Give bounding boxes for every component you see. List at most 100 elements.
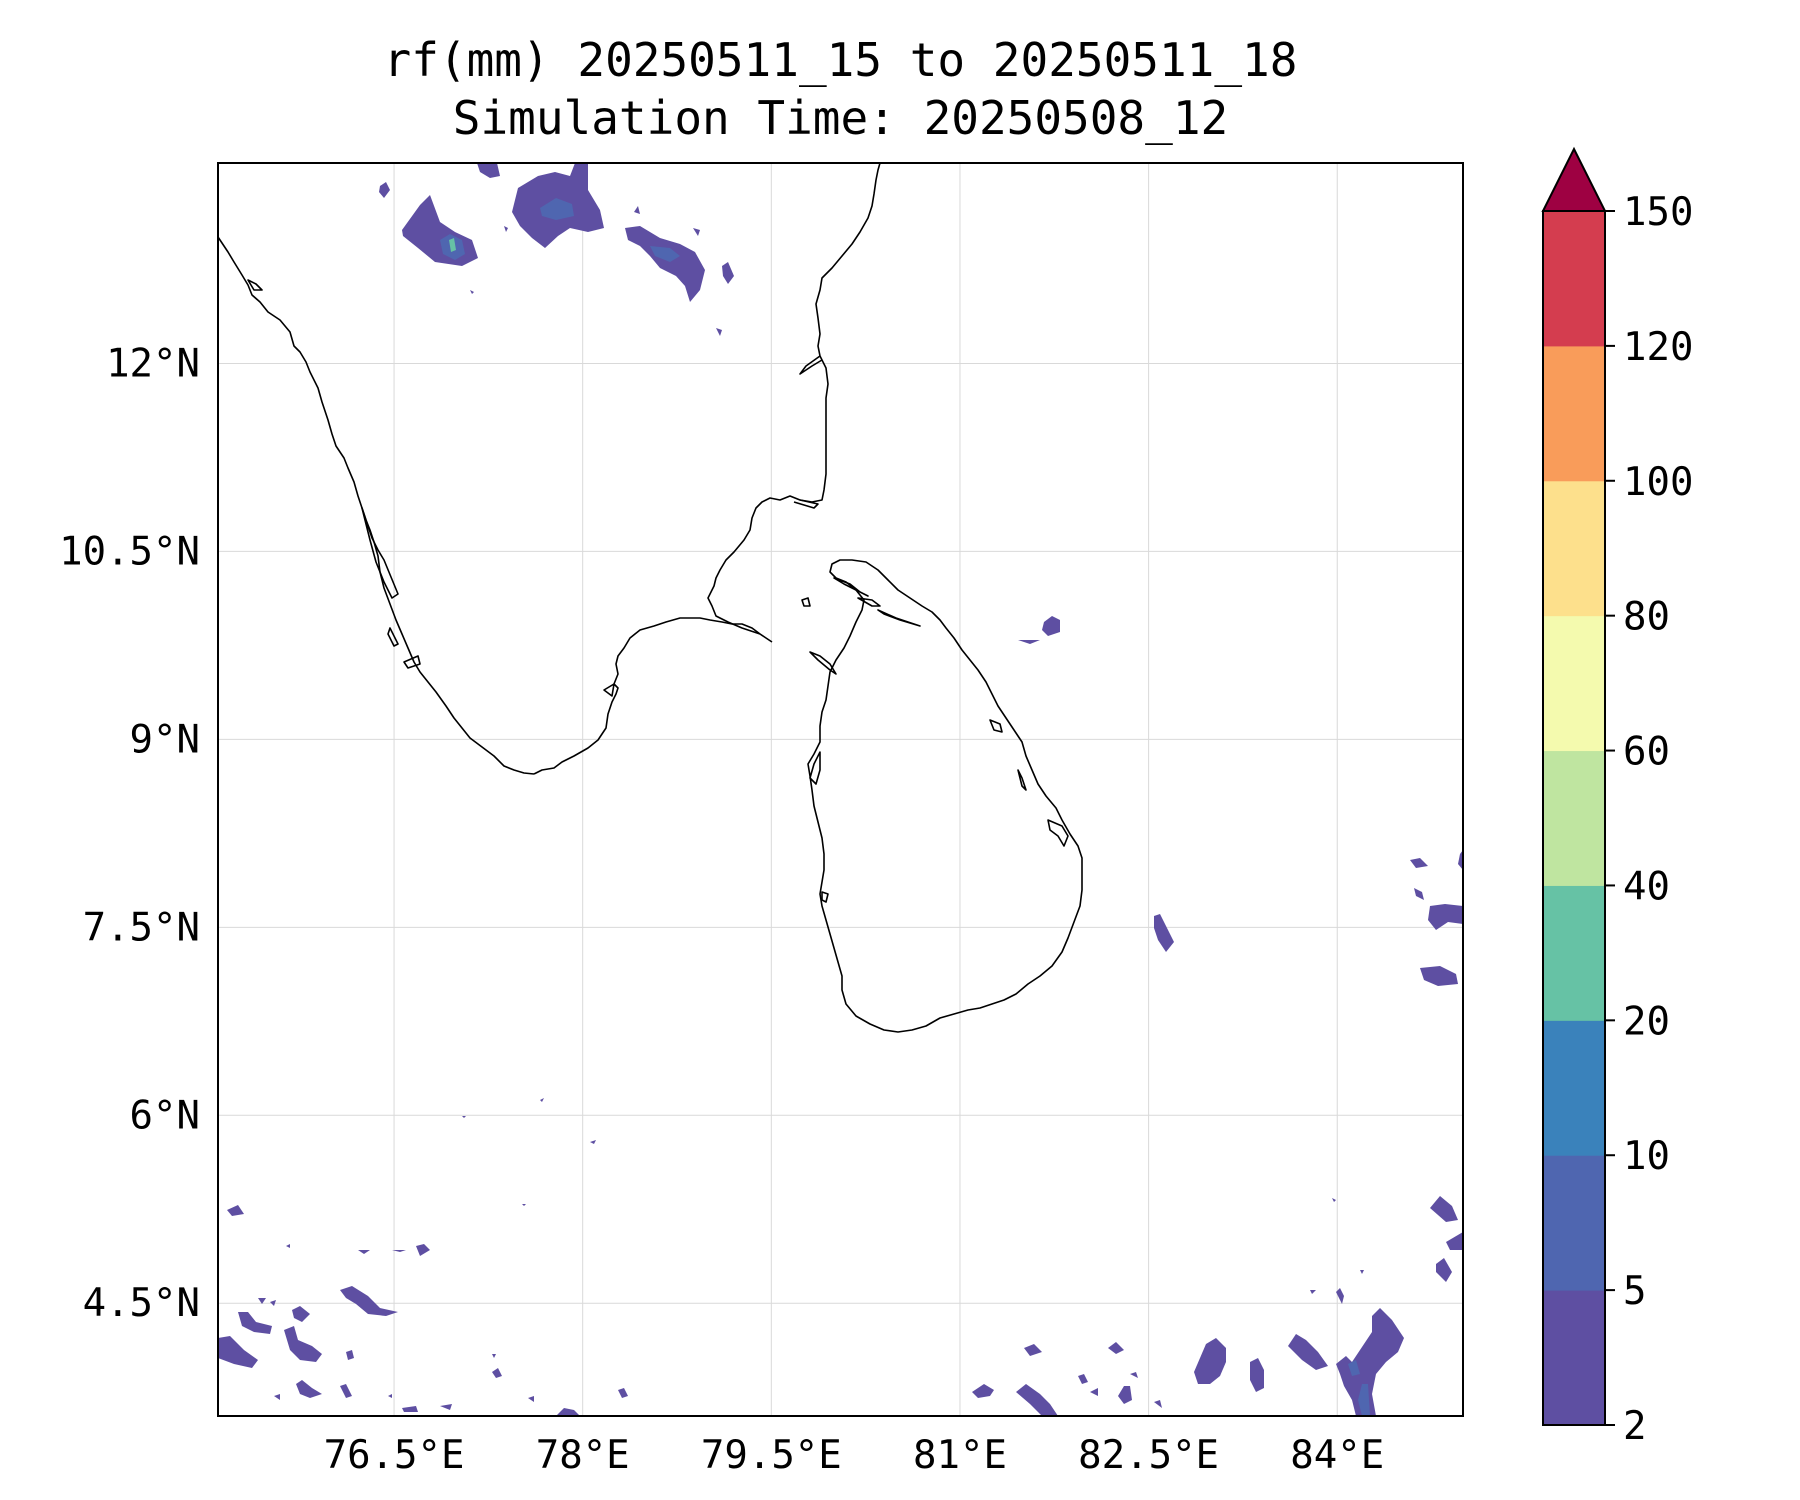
rain-patch: [1194, 1338, 1226, 1384]
rain-patch: [296, 1380, 322, 1398]
rain-patch: [1348, 1360, 1360, 1376]
rain-patch: [1042, 616, 1060, 636]
rain-patch: [540, 198, 574, 220]
rain-patch: [1436, 1258, 1452, 1282]
rain-patch: [1154, 1400, 1162, 1408]
rain-patch: [522, 1204, 526, 1206]
rain-patch: [402, 195, 478, 266]
rain-patch: [618, 1388, 628, 1398]
lon-tick-label: 84°E: [1290, 1433, 1384, 1478]
colorbar-segment: [1543, 615, 1605, 752]
map-title: rf(mm) 20250511_15 to 20250511_18: [383, 33, 1298, 87]
rain-patch: [1154, 914, 1174, 952]
colorbar-tick-label: 20: [1623, 999, 1670, 1044]
rain-patch: [449, 238, 456, 252]
rain-patch: [504, 226, 508, 232]
rain-patch: [540, 1098, 544, 1102]
rain-patch: [292, 1306, 310, 1322]
rain-patch: [1410, 858, 1428, 868]
lat-axis-labels: 12°N 10.5°N 9°N 7.5°N 6°N 4.5°N: [59, 341, 200, 1326]
colorbar-tick-label: 40: [1623, 864, 1670, 909]
colorbar-segment: [1543, 885, 1605, 1021]
lon-tick-label: 82.5°E: [1078, 1433, 1219, 1478]
coast-detail: [603, 683, 615, 697]
rain-patch: [462, 1116, 466, 1118]
colorbar-segment: [1543, 750, 1605, 886]
rain-patch: [1018, 640, 1040, 644]
rain-patch: [440, 1404, 452, 1410]
rain-patch: [528, 1396, 534, 1402]
colorbar-segment: [1543, 345, 1605, 482]
rain-patch: [1118, 1386, 1132, 1404]
rain-patch: [1414, 888, 1424, 900]
rain-patch: [284, 1326, 322, 1362]
colorbar-tick-label: 2: [1623, 1404, 1646, 1449]
rain-patch: [1420, 966, 1458, 986]
rainfall-shading: [218, 163, 1463, 1416]
rain-patch: [340, 1384, 352, 1398]
rain-patch: [1250, 1358, 1264, 1392]
rain-patch: [590, 1140, 596, 1144]
coast-detail: [801, 597, 811, 607]
rain-patch: [1360, 1270, 1364, 1274]
coast-detail: [1017, 769, 1027, 791]
lat-tick-label: 4.5°N: [83, 1281, 200, 1326]
rain-patch: [258, 1298, 266, 1304]
coast-detail: [799, 355, 823, 375]
lat-tick-label: 9°N: [130, 717, 200, 762]
coast-detail: [809, 751, 821, 785]
rain-patch: [470, 290, 474, 294]
rain-patch: [492, 1368, 502, 1378]
rain-patch: [1288, 1334, 1328, 1370]
map-subtitle: Simulation Time: 20250508_12: [452, 91, 1229, 145]
rain-patch: [1458, 850, 1463, 870]
rain-patch: [402, 1406, 418, 1412]
lat-tick-label: 10.5°N: [59, 529, 200, 574]
coast-detail: [809, 651, 837, 675]
rain-patch: [492, 1354, 496, 1358]
lat-tick-label: 12°N: [106, 341, 200, 386]
coastline: [218, 163, 1083, 1033]
coast-detail: [387, 627, 399, 647]
lat-tick-label: 6°N: [130, 1093, 200, 1138]
colorbar-segment: [1543, 1020, 1605, 1156]
colorbar-tick-label: 150: [1623, 190, 1693, 235]
rain-patch: [1078, 1374, 1088, 1384]
rain-patch: [556, 1408, 580, 1416]
rain-patch: [286, 1244, 290, 1248]
rain-patch: [358, 1250, 370, 1254]
colorbar-segment: [1543, 480, 1605, 617]
rain-patch: [1130, 1372, 1138, 1378]
rain-patch: [340, 1286, 398, 1316]
colorbar-segment: [1543, 211, 1605, 347]
rain-patch: [1358, 1384, 1370, 1416]
lat-tick-label: 7.5°N: [83, 905, 200, 950]
rain-patch: [1090, 1388, 1098, 1396]
coast-detail: [403, 655, 421, 669]
colorbar-outline: [1542, 210, 1606, 1426]
rain-patch: [1108, 1342, 1124, 1354]
rain-patch: [634, 206, 640, 214]
rain-patch: [416, 1244, 430, 1256]
rain-patch: [274, 1394, 280, 1400]
coast-detail: [247, 279, 263, 291]
rain-patch: [716, 328, 722, 336]
india-west-coast: [218, 236, 535, 775]
rain-patch: [1336, 1308, 1404, 1416]
colorbar-tick-label: 80: [1623, 595, 1670, 640]
rain-patch: [1336, 1288, 1344, 1304]
sri-lanka-coast: [807, 559, 1083, 1033]
gridlines: [218, 163, 1463, 1416]
coast-detail: [821, 891, 829, 903]
rain-patch: [625, 226, 705, 302]
rain-patch: [388, 1394, 392, 1398]
rain-patch: [270, 1300, 276, 1306]
tamil-nadu-coast: [707, 163, 881, 635]
rain-patch: [392, 1250, 406, 1252]
rain-patch: [227, 1205, 244, 1216]
colorbar-tick-label: 10: [1623, 1134, 1670, 1179]
rain-patch: [218, 1336, 258, 1368]
rain-patch: [238, 1312, 272, 1334]
colorbar-extend-triangle: [1541, 146, 1607, 212]
